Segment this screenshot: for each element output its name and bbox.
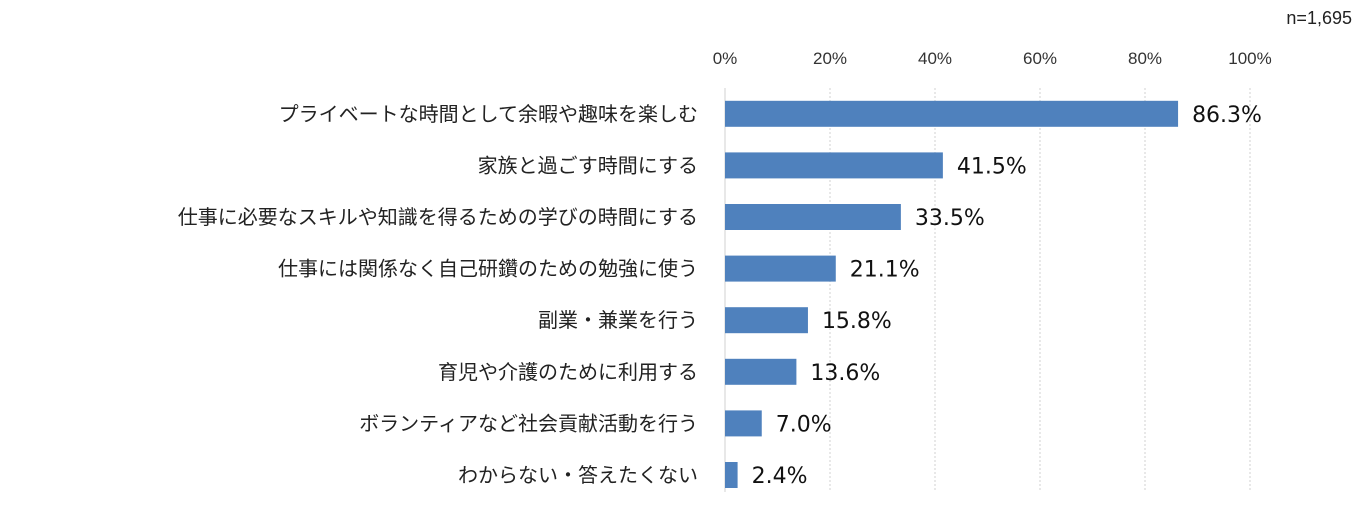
value-label: 13.6%: [810, 361, 880, 386]
x-tick-label: 100%: [1228, 49, 1271, 68]
x-axis-ticks: 0% 20% 40% 60% 80% 100%: [713, 49, 1272, 68]
bar: [725, 152, 943, 179]
x-tick-label: 60%: [1023, 49, 1057, 68]
category-label: 仕事には関係なく自己研鑽のための勉強に使う: [278, 257, 698, 281]
x-tick-label: 20%: [813, 49, 847, 68]
value-label: 41.5%: [957, 154, 1027, 179]
category-label: プライベートな時間として余暇や趣味を楽しむ: [279, 102, 698, 126]
bar: [725, 100, 1179, 127]
bar: [725, 358, 797, 385]
x-tick-label: 0%: [713, 49, 738, 68]
bar: [725, 462, 738, 488]
category-labels: プライベートな時間として余暇や趣味を楽しむ家族と過ごす時間にする仕事に必要なスキ…: [178, 102, 698, 487]
value-label: 2.4%: [752, 464, 808, 489]
category-label: わからない・答えたくない: [458, 463, 698, 487]
x-tick-label: 40%: [918, 49, 952, 68]
category-label: ボランティアなど社会貢献活動を行う: [359, 411, 698, 435]
value-labels: 86.3% 41.5% 33.5% 21.1% 15.8% 13.6% 7.0% 2.4%: [752, 103, 1262, 489]
sample-size-label: n=1,695: [1286, 8, 1352, 28]
x-tick-label: 80%: [1128, 49, 1162, 68]
value-label: 33.5%: [915, 206, 985, 231]
bars: [725, 100, 1179, 488]
bar: [725, 307, 808, 334]
value-label: 15.8%: [822, 309, 892, 334]
category-label: 育児や介護のために利用する: [438, 360, 698, 384]
value-label: 7.0%: [776, 412, 832, 437]
value-label: 86.3%: [1192, 103, 1262, 128]
category-label: 副業・兼業を行う: [538, 308, 698, 332]
value-label: 21.1%: [850, 258, 920, 283]
bar: [725, 255, 836, 282]
bar: [725, 204, 901, 230]
category-label: 家族と過ごす時間にする: [478, 153, 698, 177]
category-label: 仕事に必要なスキルや知識を得るための学びの時間にする: [178, 205, 698, 229]
bar: [725, 410, 762, 437]
